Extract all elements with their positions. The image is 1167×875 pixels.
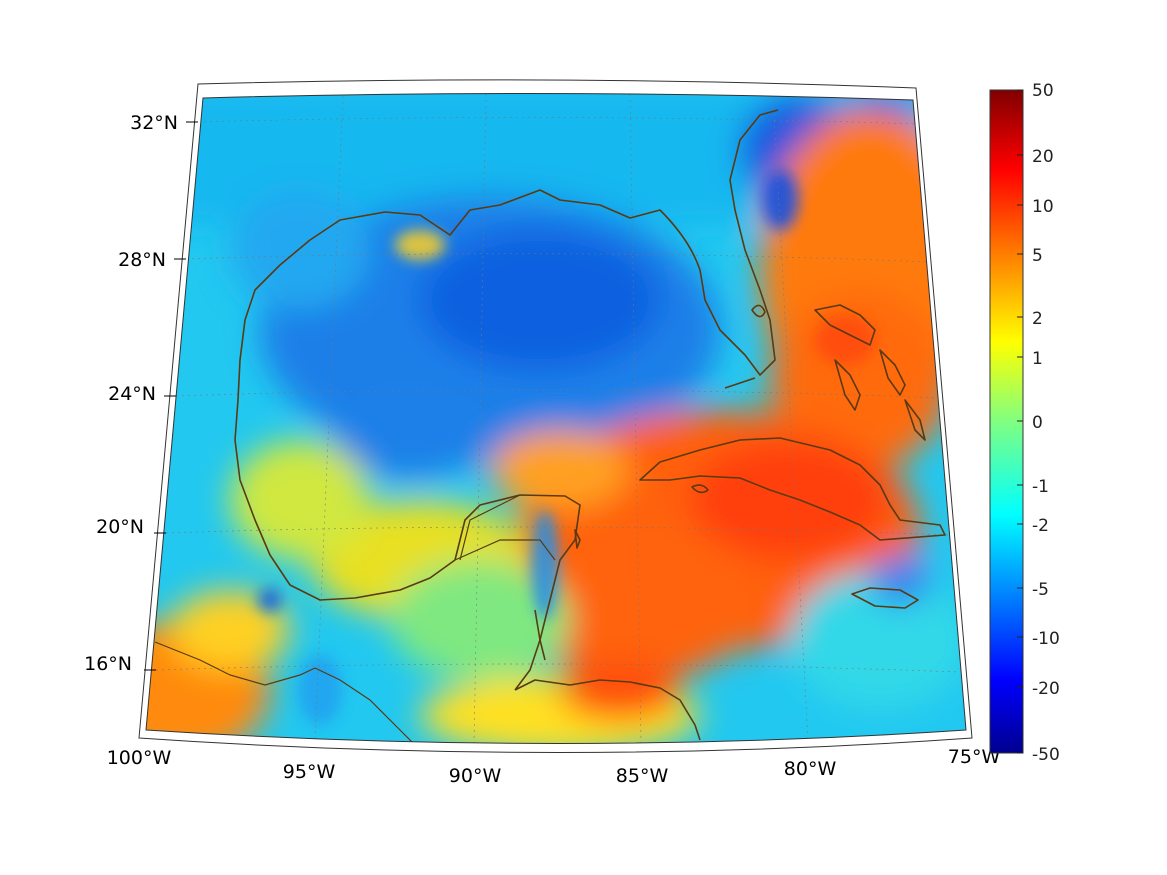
colorbar-ticks bbox=[1017, 89, 1023, 754]
map-frame-outer bbox=[138, 79, 973, 753]
colorbar-tick-label: -50 bbox=[1032, 745, 1060, 765]
data-field bbox=[146, 93, 966, 744]
lon-tick-label: 100°W bbox=[107, 747, 172, 769]
latitude-axis: 32°N 28°N 24°N 20°N 16°N bbox=[84, 112, 198, 675]
lon-tick-label: 95°W bbox=[283, 761, 336, 783]
colorbar: 50 20 10 5 2 1 0 -1 -2 -5 -10 -20 -50 bbox=[989, 81, 1060, 765]
colorbar-tick-label: -1 bbox=[1032, 477, 1049, 497]
colorbar-tick-label: -10 bbox=[1032, 629, 1060, 649]
colorbar-tick-label: 2 bbox=[1032, 309, 1043, 329]
lat-tick-label: 16°N bbox=[84, 653, 132, 675]
colorbar-tick-label: 10 bbox=[1032, 197, 1054, 217]
colorbar-tick-label: -5 bbox=[1032, 580, 1049, 600]
colorbar-tick-label: 20 bbox=[1032, 147, 1054, 167]
colorbar-tick-label: 5 bbox=[1032, 246, 1043, 266]
colorbar-tick-label: 50 bbox=[1032, 81, 1054, 101]
graticule bbox=[155, 93, 961, 744]
colorbar-tick-label: -2 bbox=[1032, 516, 1049, 536]
lat-tick-label: 28°N bbox=[118, 249, 166, 271]
lat-tick-label: 32°N bbox=[130, 112, 178, 134]
lon-tick-label: 85°W bbox=[616, 765, 669, 787]
lon-tick-label: 90°W bbox=[449, 765, 502, 787]
map-frame bbox=[145, 92, 967, 744]
lat-tick-label: 20°N bbox=[96, 516, 144, 538]
longitude-axis: 100°W 95°W 90°W 85°W 80°W 75°W bbox=[107, 746, 1001, 787]
lon-tick-label: 80°W bbox=[784, 758, 837, 780]
colorbar-tick-label: -20 bbox=[1032, 679, 1060, 699]
lon-tick-label: 75°W bbox=[948, 746, 1001, 768]
colorbar-tick-label: 0 bbox=[1032, 413, 1043, 433]
lat-tick-label: 24°N bbox=[108, 383, 156, 405]
colorbar-tick-label: 1 bbox=[1032, 349, 1043, 369]
borders bbox=[154, 494, 556, 744]
